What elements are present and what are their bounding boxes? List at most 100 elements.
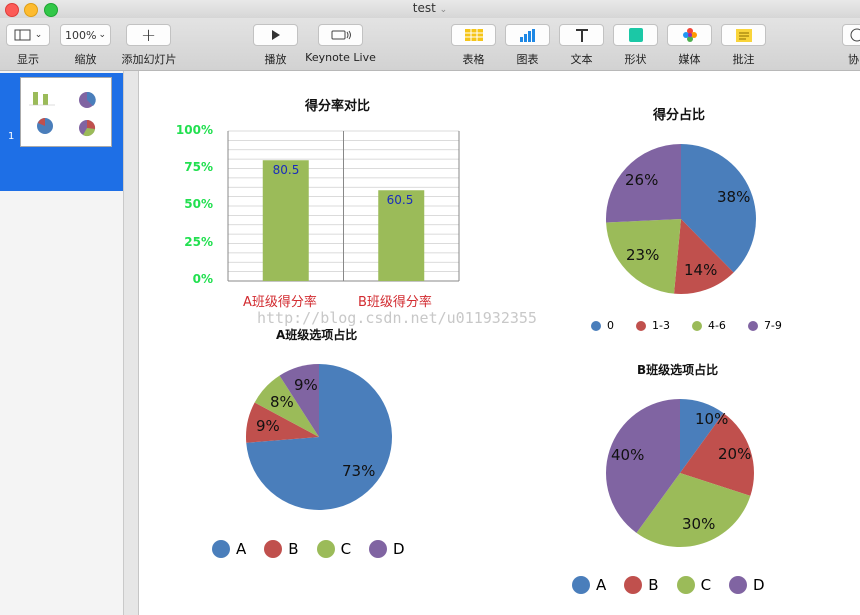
pie-slice[interactable]: [636, 473, 751, 547]
pie-slice[interactable]: [246, 402, 319, 443]
fullscreen-window-button[interactable]: [44, 3, 58, 17]
pie-slice-label: 20%: [718, 445, 752, 463]
chart-icon: [519, 28, 535, 42]
slide-number: 1: [8, 131, 15, 142]
zoom-select[interactable]: 100% ⌄: [60, 24, 111, 46]
legend-swatch-icon: [316, 540, 335, 558]
legend-swatch-icon: [212, 540, 230, 558]
table-label: 表格: [462, 53, 485, 66]
bar-chart: [227, 130, 460, 282]
pie-slice-label: 38%: [717, 188, 751, 206]
legend-item: 4-6: [691, 319, 726, 332]
comment-icon: [735, 28, 752, 42]
keynote-live-button[interactable]: [318, 24, 363, 46]
pie-chart-title: B班级选项占比: [637, 363, 719, 377]
legend-swatch-icon: [676, 576, 695, 594]
legend-item: 0: [591, 319, 614, 332]
legend-swatch-icon: [369, 540, 388, 558]
chevron-down-icon: ⌄: [98, 30, 106, 40]
pie-slice[interactable]: [606, 219, 681, 294]
y-tick-label: 75%: [184, 160, 213, 174]
pie-slice[interactable]: [674, 219, 734, 294]
pie-legend: A B C D: [212, 540, 405, 558]
title-bar: test ⌄: [0, 0, 860, 18]
legend-item: D: [369, 540, 405, 558]
pie-slice[interactable]: [606, 144, 681, 223]
pie-slice-label: 26%: [625, 171, 659, 189]
close-window-button[interactable]: [5, 3, 19, 17]
pie-slice-label: 10%: [695, 410, 729, 428]
bar-chart-title: 得分率对比: [305, 99, 371, 114]
legend-item: B: [624, 576, 659, 594]
zoom-value: 100%: [65, 28, 97, 42]
pie-slice[interactable]: [606, 399, 680, 533]
bar-value-label: 80.5: [272, 163, 300, 177]
pie-slice[interactable]: [680, 399, 724, 473]
legend-item: 7-9: [747, 319, 782, 332]
view-button[interactable]: ⌄: [6, 24, 50, 46]
pie-chart: [606, 144, 756, 294]
slide-thumbnail-1[interactable]: 1: [0, 73, 123, 191]
shape-label: 形状: [624, 53, 647, 66]
play-label: 播放: [264, 53, 287, 66]
play-button[interactable]: [253, 24, 298, 46]
plus-icon: +: [140, 24, 157, 46]
pie-slice[interactable]: [254, 375, 319, 437]
table-button[interactable]: [451, 24, 496, 46]
pie-slice-label: 9%: [256, 417, 280, 435]
x-category-label: A班级得分率: [243, 295, 317, 310]
legend-item: C: [676, 576, 711, 594]
bar[interactable]: [378, 190, 425, 281]
toolbar: ⌄ 显示 100% ⌄ 缩放 + 添加幻灯片 播放 Keynote Live 表格…: [0, 18, 860, 71]
pie-slice[interactable]: [279, 364, 319, 437]
keynote-live-icon: [331, 30, 351, 40]
chevron-down-icon: ⌄: [439, 5, 448, 15]
bar-value-label: 60.5: [386, 193, 414, 207]
play-icon: [271, 30, 280, 40]
chevron-down-icon: ⌄: [34, 30, 43, 40]
bar[interactable]: [262, 160, 309, 281]
legend-swatch-icon: [591, 320, 601, 331]
pie-chart-title: 得分占比: [653, 108, 706, 123]
add-slide-label: 添加幻灯片: [121, 53, 177, 66]
minimize-window-button[interactable]: [24, 3, 38, 17]
legend-swatch-icon: [691, 320, 702, 331]
y-tick-label: 0%: [192, 272, 213, 286]
slide[interactable]: 得分率对比 0% 25% 50% 75% 100% 80.5 60.5 A班级得…: [138, 71, 860, 615]
comment-button[interactable]: [721, 24, 766, 46]
legend-swatch-icon: [624, 576, 643, 594]
chart-label: 图表: [516, 53, 539, 66]
collaborate-icon: [850, 28, 860, 42]
chart-button[interactable]: [505, 24, 550, 46]
pie-slice[interactable]: [246, 364, 392, 510]
legend-item: B: [264, 540, 299, 558]
legend-item: A: [572, 576, 606, 594]
watermark: http://blog.csdn.net/u011932355: [257, 309, 537, 327]
text-label: 文本: [570, 53, 593, 66]
pie-chart: [246, 364, 392, 510]
pie-slice[interactable]: [680, 413, 754, 496]
legend-item: A: [212, 540, 246, 558]
pie-slice-label: 9%: [294, 376, 318, 394]
pie-legend: 0 1-3 4-6 7-9: [591, 319, 782, 332]
legend-swatch-icon: [572, 576, 590, 594]
legend-swatch-icon: [747, 320, 758, 331]
keynote-live-label: Keynote Live: [305, 51, 376, 64]
comment-label: 批注: [732, 53, 755, 66]
media-button[interactable]: [667, 24, 712, 46]
window-title[interactable]: test ⌄: [412, 1, 448, 15]
add-slide-button[interactable]: +: [126, 24, 171, 46]
text-button[interactable]: [559, 24, 604, 46]
pie-slice-label: 40%: [611, 446, 645, 464]
zoom-label: 缩放: [74, 53, 97, 66]
pie-slice[interactable]: [681, 144, 756, 273]
y-tick-label: 25%: [184, 235, 213, 249]
view-label: 显示: [17, 53, 39, 66]
pie-chart-title: A班级选项占比: [276, 328, 358, 342]
shape-button[interactable]: [613, 24, 658, 46]
y-tick-label: 100%: [175, 123, 213, 137]
text-icon: [575, 29, 588, 42]
collaborate-button[interactable]: [842, 24, 860, 46]
pie-slice-label: 73%: [342, 462, 376, 480]
x-category-label: B班级得分率: [358, 295, 432, 310]
